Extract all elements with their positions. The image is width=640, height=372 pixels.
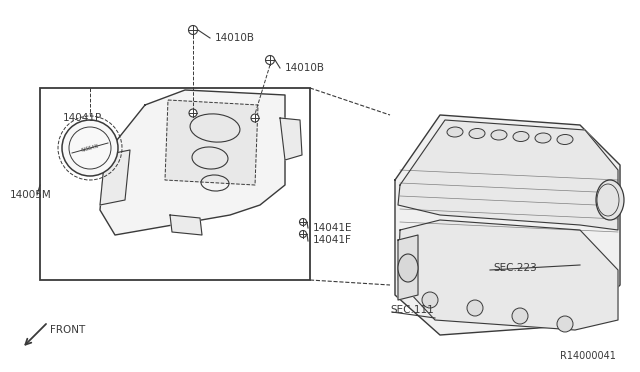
Polygon shape bbox=[395, 115, 620, 335]
Polygon shape bbox=[398, 120, 618, 230]
Ellipse shape bbox=[513, 131, 529, 141]
Circle shape bbox=[251, 114, 259, 122]
Polygon shape bbox=[398, 235, 418, 300]
Ellipse shape bbox=[398, 254, 418, 282]
Text: SEC.111: SEC.111 bbox=[390, 305, 434, 315]
Circle shape bbox=[266, 55, 275, 64]
Ellipse shape bbox=[535, 133, 551, 143]
Bar bbox=[40, 88, 310, 280]
Text: 14010B: 14010B bbox=[285, 63, 325, 73]
Ellipse shape bbox=[447, 127, 463, 137]
Ellipse shape bbox=[596, 180, 624, 220]
Text: 14041E: 14041E bbox=[313, 223, 353, 233]
Circle shape bbox=[62, 120, 118, 176]
Polygon shape bbox=[398, 220, 618, 330]
Circle shape bbox=[467, 300, 483, 316]
Text: NISSAN: NISSAN bbox=[81, 143, 99, 153]
Polygon shape bbox=[165, 100, 258, 185]
Ellipse shape bbox=[469, 128, 485, 138]
Text: 14041F: 14041F bbox=[313, 235, 352, 245]
Polygon shape bbox=[100, 90, 285, 235]
Polygon shape bbox=[280, 118, 302, 160]
Circle shape bbox=[189, 26, 198, 35]
Circle shape bbox=[300, 231, 307, 237]
Ellipse shape bbox=[491, 130, 507, 140]
Circle shape bbox=[512, 308, 528, 324]
Circle shape bbox=[557, 316, 573, 332]
Circle shape bbox=[189, 109, 197, 117]
Polygon shape bbox=[170, 215, 202, 235]
Text: R14000041: R14000041 bbox=[560, 351, 616, 361]
Text: FRONT: FRONT bbox=[50, 325, 85, 335]
Polygon shape bbox=[100, 150, 130, 205]
Text: 14010B: 14010B bbox=[215, 33, 255, 43]
Text: SEC.223: SEC.223 bbox=[493, 263, 537, 273]
Circle shape bbox=[422, 292, 438, 308]
Text: 14005M: 14005M bbox=[10, 190, 52, 200]
Ellipse shape bbox=[557, 135, 573, 144]
Text: 14041P: 14041P bbox=[63, 113, 102, 123]
Circle shape bbox=[300, 218, 307, 225]
